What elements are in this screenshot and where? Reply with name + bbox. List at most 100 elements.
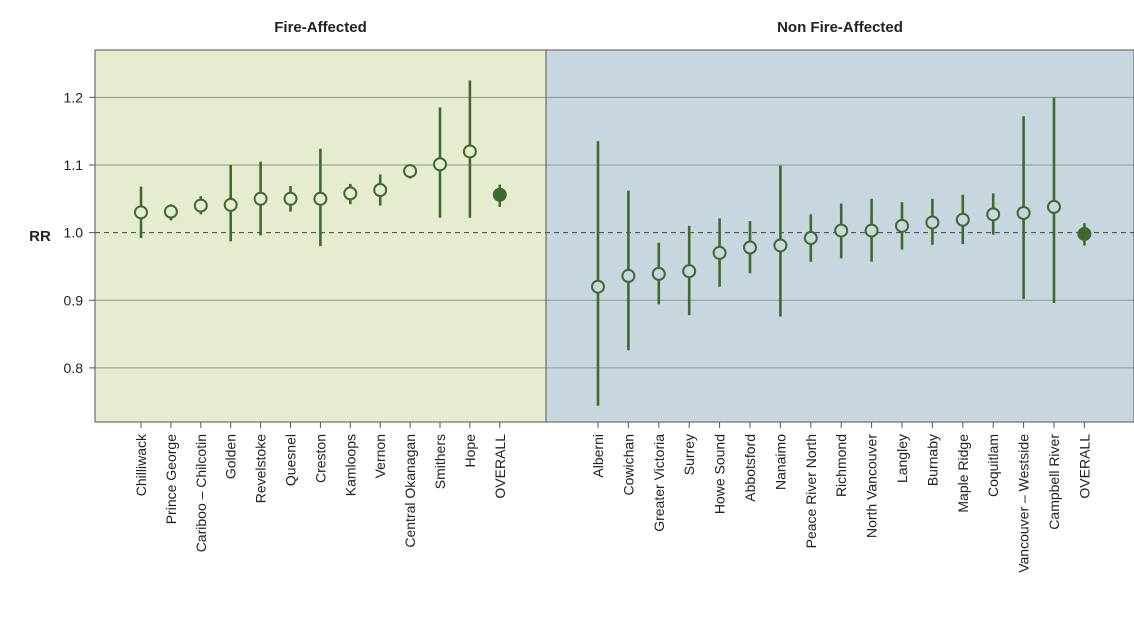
data-point-0-12 [492, 184, 507, 207]
data-point-1-13 [986, 193, 1001, 235]
rr-marker [403, 164, 418, 179]
chart-marks [134, 80, 1092, 406]
data-point-0-5 [283, 185, 298, 212]
x-tick-label-1-4: Howe Sound [712, 434, 728, 514]
rr-marker [462, 144, 477, 159]
x-tick-label-1-12: Maple Ridge [955, 434, 971, 513]
x-tick-label-0-1: Prince George [163, 434, 179, 524]
data-point-0-1 [163, 204, 178, 221]
x-tick-label-0-11: Hope [462, 434, 478, 468]
x-tick-label-0-3: Golden [223, 434, 239, 479]
x-tick-label-1-6: Nanaimo [772, 434, 788, 490]
data-point-1-2 [651, 242, 666, 305]
panel-borders [94, 49, 1134, 423]
x-tick-label-1-2: Greater Victoria [651, 434, 667, 532]
y-tick-label-1: 0.9 [64, 292, 84, 308]
data-point-0-7 [343, 183, 358, 205]
data-point-0-2 [193, 196, 208, 215]
rr-marker [283, 191, 298, 206]
x-tick-label-1-5: Abbotsford [742, 434, 758, 502]
x-tick-label-1-8: Richmond [833, 434, 849, 497]
rr-marker [773, 238, 788, 253]
data-point-0-8 [373, 174, 388, 206]
gridlines [95, 96, 1134, 369]
x-tick-label-1-11: Burnaby [924, 434, 940, 486]
plot-border [94, 49, 1134, 423]
x-tick-label-1-15: Campbell River [1046, 434, 1062, 530]
data-point-1-15 [1047, 97, 1061, 303]
rr-marker [163, 204, 178, 219]
x-tick-label-1-9: North Vancouver [864, 434, 880, 538]
data-point-1-7 [803, 214, 818, 262]
x-tick-label-1-16: OVERALL [1076, 434, 1092, 499]
panel-backgrounds [95, 50, 1134, 422]
overall-marker [492, 187, 507, 202]
x-tick-label-0-5: Quesnel [283, 434, 299, 486]
x-tick-label-0-12: OVERALL [492, 434, 508, 499]
x-tick-label-0-0: Chilliwack [133, 433, 149, 496]
overall-marker [1077, 226, 1092, 241]
data-point-0-3 [223, 164, 238, 242]
y-tick-label-0: 0.8 [64, 360, 84, 376]
x-tick-label-1-1: Cowichan [620, 434, 636, 495]
x-tick-label-0-4: Revelstoke [253, 434, 269, 503]
rr-marker [591, 279, 605, 294]
rr-marker [343, 186, 358, 201]
data-point-1-14 [1016, 116, 1031, 299]
data-point-1-5 [743, 221, 757, 274]
y-tick-label-3: 1.1 [64, 157, 84, 173]
rr-marker [373, 183, 388, 198]
data-point-1-1 [621, 190, 636, 351]
panel-titles: Fire-Affected Non Fire-Affected [274, 19, 903, 36]
y-axis-label: RR [29, 228, 51, 245]
rr-marker [621, 268, 636, 283]
rr-marker [1016, 206, 1031, 221]
x-tick-label-1-14: Vancouver – Westside [1016, 434, 1032, 573]
data-point-0-0 [134, 186, 148, 239]
rr-marker [864, 223, 879, 238]
data-point-1-11 [925, 198, 940, 245]
x-tick-label-1-0: Alberni [590, 434, 606, 478]
rr-marker [433, 157, 447, 172]
rr-marker [223, 197, 238, 212]
y-tick-label-4: 1.2 [64, 89, 84, 105]
data-point-0-6 [313, 148, 328, 247]
data-point-1-4 [712, 218, 727, 287]
x-tick-label-0-10: Smithers [432, 434, 448, 489]
rr-marker [955, 212, 970, 227]
data-point-0-4 [253, 161, 268, 236]
rr-marker [803, 231, 818, 246]
panel-title-0: Fire-Affected [274, 19, 367, 36]
rr-marker [253, 191, 268, 206]
data-point-1-0 [591, 141, 605, 406]
rr-marker [743, 240, 757, 255]
x-tick-label-0-9: Central Okanagan [402, 434, 418, 548]
data-point-1-3 [682, 225, 697, 316]
rr-marker [682, 264, 697, 279]
y-axis: 0.8 0.9 1.0 1.1 1.2 [64, 89, 95, 376]
rr-marker [134, 205, 148, 220]
data-point-0-9 [403, 164, 418, 179]
x-axis: Chilliwack Prince George Cariboo – Chilcot… [133, 422, 1092, 573]
data-point-1-8 [834, 203, 849, 259]
x-tick-label-0-7: Kamloops [342, 434, 358, 496]
x-tick-label-0-8: Vernon [372, 434, 388, 478]
rr-marker [313, 191, 328, 206]
data-point-1-16 [1077, 223, 1092, 246]
data-point-1-9 [864, 198, 879, 262]
rr-marker [651, 266, 666, 281]
x-tick-label-1-10: Langley [894, 434, 910, 483]
data-point-1-6 [773, 165, 788, 317]
data-point-1-12 [955, 194, 970, 245]
x-tick-label-0-2: Cariboo – Chilcotin [193, 434, 209, 552]
data-point-0-10 [433, 107, 447, 218]
data-point-0-11 [462, 80, 477, 218]
rr-marker [193, 198, 208, 213]
x-tick-label-1-13: Coquitlam [985, 434, 1001, 497]
rr-marker [1047, 199, 1061, 214]
rr-marker [986, 207, 1001, 222]
y-tick-label-2: 1.0 [64, 225, 84, 241]
rr-marker [712, 245, 727, 260]
rr-marker [834, 223, 849, 238]
